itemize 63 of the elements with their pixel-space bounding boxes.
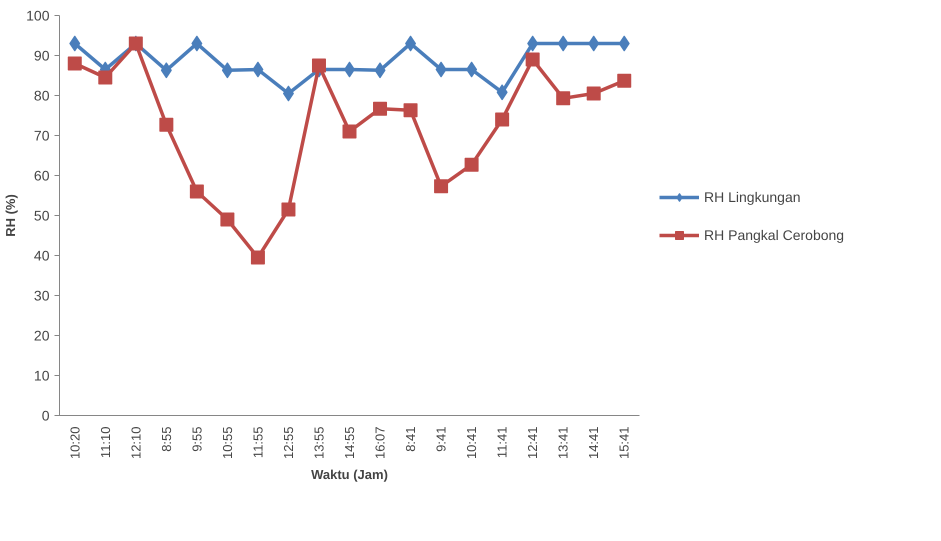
point: [252, 62, 264, 78]
point: [586, 86, 601, 100]
point: [404, 103, 418, 118]
x-tick-label: 13:55: [311, 426, 326, 460]
x-tick-label: 9:41: [434, 426, 449, 452]
x-tick-label: 11:55: [250, 426, 266, 458]
point: [282, 86, 294, 102]
point: [527, 36, 538, 52]
y-axis-title: RH (%): [3, 194, 18, 237]
point: [190, 184, 204, 198]
point: [373, 102, 388, 116]
y-tick-label: 10: [34, 368, 50, 384]
x-tick-label: 11:10: [98, 426, 113, 458]
point: [434, 179, 448, 194]
point: [342, 124, 356, 138]
legend-label: RH Lingkungan: [704, 189, 802, 205]
x-tick-label: 10:20: [67, 426, 82, 460]
point: [558, 36, 569, 52]
y-tick-label: 20: [34, 328, 50, 344]
x-tick-label: 9:55: [189, 426, 204, 452]
x-tick-label: 14:55: [342, 426, 357, 460]
y-tick-label: 40: [34, 248, 50, 264]
point: [159, 118, 174, 132]
x-axis-title: Waktu (Jam): [311, 467, 388, 482]
point: [281, 202, 296, 216]
point: [617, 74, 632, 88]
x-tick-label: 10:41: [464, 426, 480, 460]
point: [220, 212, 234, 226]
x-tick-label: 12:10: [128, 426, 144, 460]
point: [495, 112, 510, 126]
x-tick-label: 10:55: [220, 426, 235, 460]
y-tick-label: 0: [42, 408, 50, 424]
y-tick-label: 60: [34, 168, 50, 184]
point: [405, 36, 416, 52]
x-tick-label: 12:55: [280, 426, 296, 460]
x-tick-label: 15:41: [616, 426, 632, 460]
point: [618, 36, 630, 52]
x-tick-label: 14:41: [586, 426, 602, 460]
point: [588, 36, 600, 52]
point: [556, 91, 570, 106]
point: [250, 250, 265, 264]
legend-label: RH Pangkal Cerobong: [704, 227, 846, 243]
x-tick-label: 13:41: [556, 426, 571, 460]
y-tick-label: 50: [34, 208, 50, 224]
point: [69, 36, 80, 52]
y-tick-label: 30: [34, 288, 50, 304]
x-tick-label: 11:41: [494, 426, 510, 458]
point: [191, 36, 202, 52]
point: [312, 58, 326, 72]
point: [466, 62, 478, 78]
point: [68, 56, 82, 70]
y-tick-label: 70: [34, 128, 50, 144]
point: [526, 52, 540, 66]
x-tick-label: 8:55: [158, 426, 174, 452]
x-tick-label: 12:41: [525, 426, 540, 460]
x-tick-label: 16:07: [372, 426, 388, 460]
point: [464, 158, 479, 172]
x-tick-label: 8:41: [403, 426, 418, 452]
y-tick-label: 100: [26, 8, 50, 24]
point: [98, 70, 112, 84]
y-tick-label: 80: [34, 88, 50, 104]
y-tick-label: 90: [34, 48, 50, 64]
point: [436, 62, 447, 78]
